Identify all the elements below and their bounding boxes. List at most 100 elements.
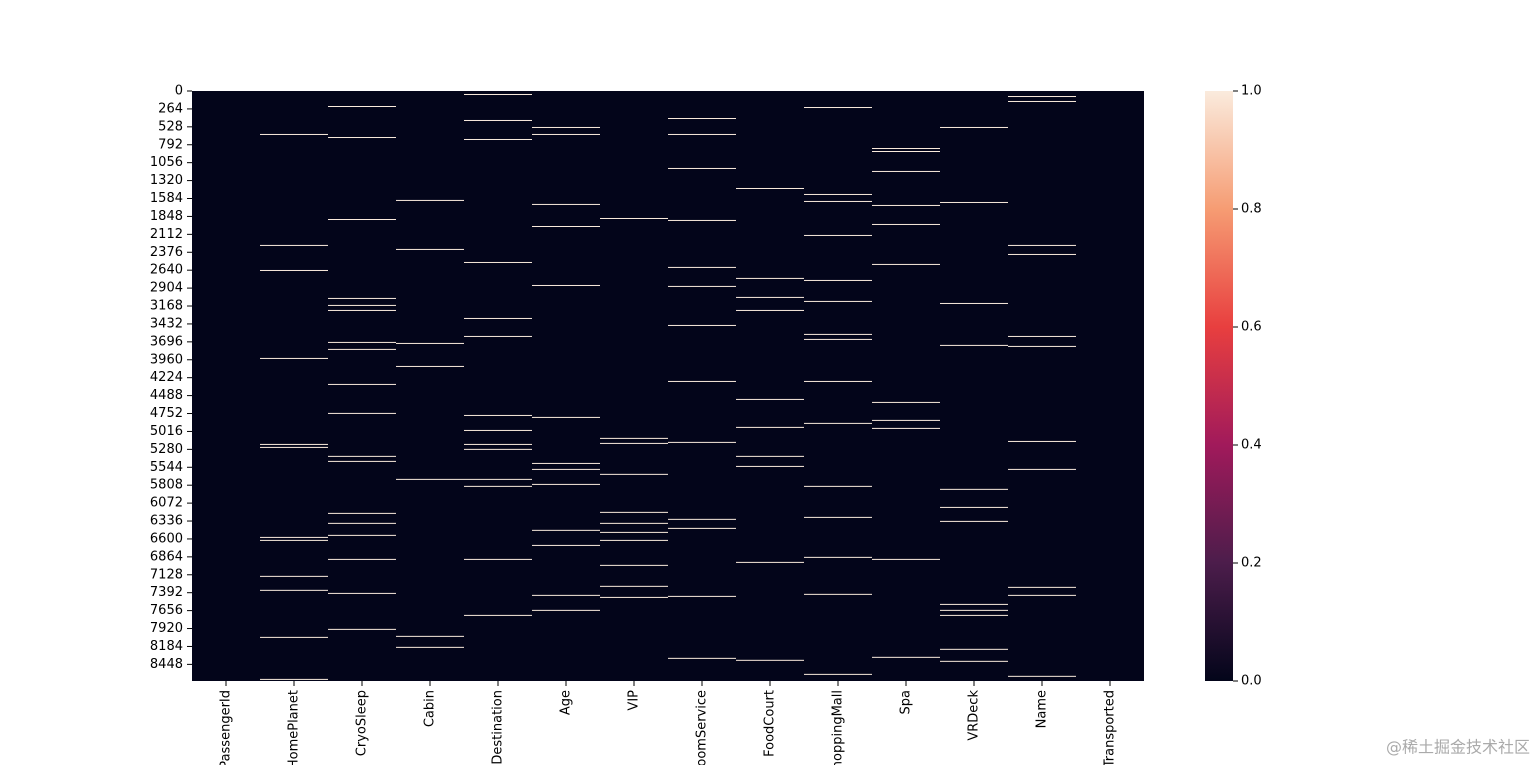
missing-cell — [1008, 100, 1076, 102]
missing-cell — [1008, 586, 1076, 588]
y-tick-label: 3960 — [150, 352, 183, 367]
missing-cell — [464, 335, 532, 337]
y-tick-label: 7392 — [150, 585, 183, 600]
missing-cell — [736, 426, 804, 428]
missing-cell — [600, 585, 668, 587]
missing-cell — [600, 473, 668, 475]
colorbar — [1205, 91, 1233, 681]
missing-cell — [260, 589, 328, 591]
y-tick-label: 4224 — [150, 370, 183, 385]
missing-cell — [464, 614, 532, 616]
missing-cell — [1008, 468, 1076, 470]
missing-cell — [804, 556, 872, 558]
missing-cell — [396, 635, 464, 637]
missing-cell — [260, 244, 328, 246]
missing-cell — [804, 300, 872, 302]
missing-cell — [464, 414, 532, 416]
watermark: @稀土掘金技术社区 — [1386, 738, 1530, 757]
missing-cell — [260, 446, 328, 448]
missing-cell — [328, 341, 396, 343]
y-tick-label: 1584 — [150, 191, 183, 206]
missing-cell — [260, 443, 328, 445]
missing-cell — [532, 468, 600, 470]
missing-cell — [396, 478, 464, 480]
missing-cell — [328, 460, 396, 462]
missing-cell — [328, 522, 396, 524]
missing-cell — [260, 575, 328, 577]
y-tick-label: 1320 — [150, 173, 183, 188]
missing-cell — [872, 419, 940, 421]
missing-cell — [804, 380, 872, 382]
y-tick-label: 264 — [158, 101, 183, 116]
y-tick-label: 7656 — [150, 603, 183, 618]
x-tick-label: VIP — [627, 690, 642, 711]
missing-cell — [736, 187, 804, 189]
missing-cell — [328, 592, 396, 594]
missing-cell — [260, 269, 328, 271]
missing-cell — [532, 462, 600, 464]
missing-cell — [940, 344, 1008, 346]
missing-cell — [940, 520, 1008, 522]
x-tick-label: FoodCourt — [763, 690, 778, 757]
missing-cell — [532, 483, 600, 485]
missing-cell — [804, 234, 872, 236]
y-tick-label: 3432 — [150, 316, 183, 331]
x-tick-label: Destination — [491, 690, 506, 765]
missing-cell — [328, 105, 396, 107]
missing-cell — [600, 596, 668, 598]
x-tick-label: Age — [559, 690, 574, 715]
missing-cell — [668, 518, 736, 520]
x-tick-label: Cabin — [423, 690, 438, 727]
y-tick-label: 5808 — [150, 478, 183, 493]
missing-cell — [668, 219, 736, 221]
missing-cell — [1008, 440, 1076, 442]
y-tick-label: 2376 — [150, 245, 183, 260]
missing-cell — [736, 465, 804, 467]
y-tick-label: 3168 — [150, 299, 183, 314]
missing-cell — [532, 126, 600, 128]
missing-cell — [872, 401, 940, 403]
y-tick-label: 5280 — [150, 442, 183, 457]
x-tick-label: Name — [1035, 690, 1050, 728]
missing-cell — [736, 455, 804, 457]
y-tick-label: 4488 — [150, 388, 183, 403]
missing-cell — [736, 659, 804, 661]
missing-cell — [532, 609, 600, 611]
missing-cell — [804, 673, 872, 675]
missing-cell — [872, 204, 940, 206]
missing-cell — [668, 324, 736, 326]
missing-cell — [804, 193, 872, 195]
missing-cell — [872, 148, 940, 150]
missing-cell — [940, 648, 1008, 650]
missing-cell — [396, 199, 464, 201]
missing-cell — [668, 441, 736, 443]
missing-cell — [668, 266, 736, 268]
missing-cell — [328, 534, 396, 536]
colorbar-tick-label: 0.0 — [1241, 674, 1262, 689]
missing-cell — [260, 636, 328, 638]
missing-cell — [600, 442, 668, 444]
y-tick-label: 7128 — [150, 567, 183, 582]
missing-cell — [328, 558, 396, 560]
missing-cell — [668, 595, 736, 597]
missing-cell — [328, 512, 396, 514]
missing-cell — [1008, 244, 1076, 246]
missing-cell — [736, 398, 804, 400]
missing-cell — [804, 107, 872, 109]
missing-cell — [328, 297, 396, 299]
x-tick-label: HomePlanet — [287, 690, 302, 765]
missing-cell — [532, 225, 600, 227]
missing-cell — [736, 296, 804, 298]
y-tick-label: 2904 — [150, 281, 183, 296]
missing-cell — [668, 118, 736, 120]
missing-cell — [940, 201, 1008, 203]
missing-cell — [600, 511, 668, 513]
missing-cell — [872, 150, 940, 152]
missing-cell — [872, 558, 940, 560]
missing-cell — [328, 219, 396, 221]
missing-cell — [464, 478, 532, 480]
missing-cell — [464, 443, 532, 445]
missing-cell — [872, 263, 940, 265]
y-tick-label: 792 — [158, 137, 183, 152]
